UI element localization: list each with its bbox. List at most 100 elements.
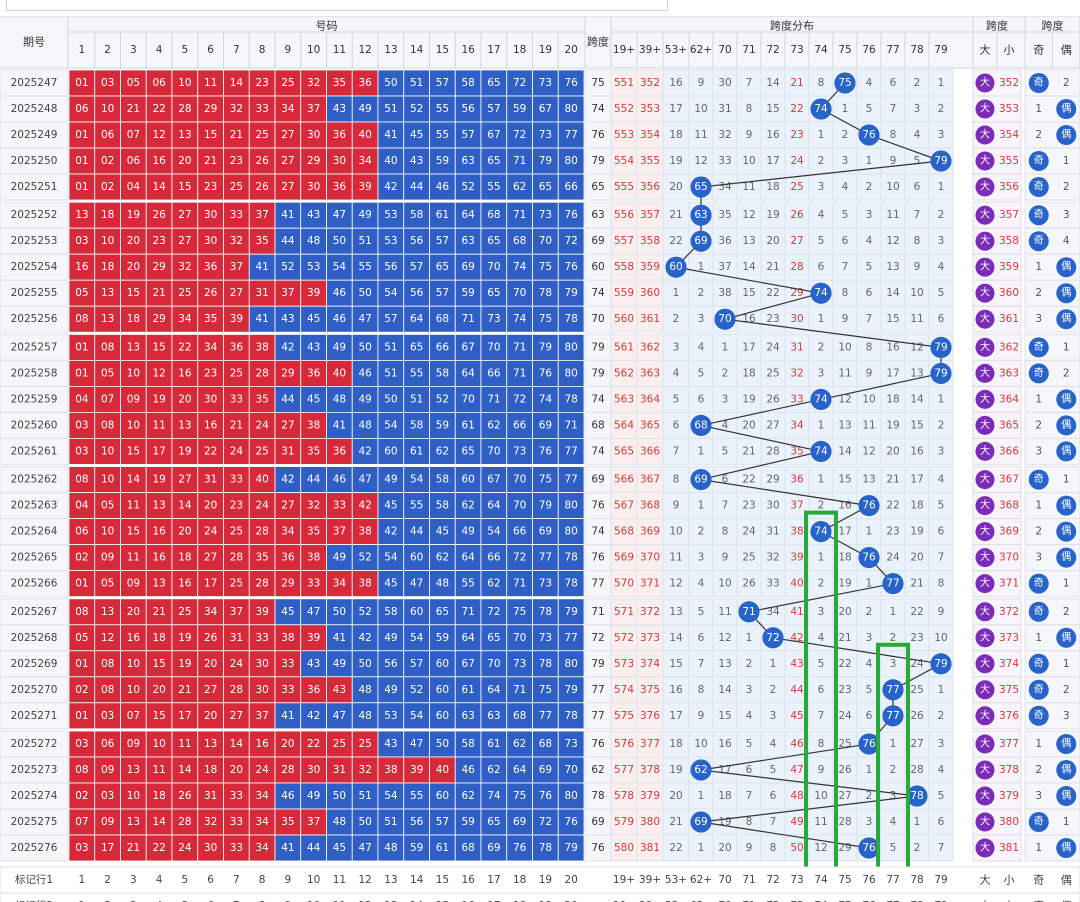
dist-value: 555 (614, 181, 634, 193)
number-value: 13 (101, 287, 114, 299)
dist-cell (688, 437, 714, 465)
number-value: 16 (178, 578, 192, 590)
number-cell (403, 227, 430, 255)
number-value: 07 (75, 816, 88, 828)
number-cell (120, 279, 147, 307)
number-cell (120, 173, 147, 201)
dist-value: 580 (614, 842, 634, 854)
number-value: 77 (564, 445, 577, 457)
span-ball (858, 547, 880, 569)
header-dist-col: 75 (838, 44, 851, 56)
dist-value: 8 (770, 842, 777, 854)
header-even: 偶 (1061, 44, 1072, 57)
dist-value: 576 (614, 738, 634, 750)
number-value: 72 (513, 393, 526, 405)
number-value: 16 (152, 526, 166, 538)
oddeven-ball-label: 偶 (1061, 102, 1071, 115)
number-value: 03 (101, 710, 114, 722)
number-cell (403, 782, 430, 810)
number-value: 37 (230, 606, 243, 618)
number-value: 33 (230, 790, 243, 802)
number-cell (223, 147, 250, 175)
number-value: 30 (204, 393, 217, 405)
number-value: 55 (410, 790, 423, 802)
oddeven-ball-label: 偶 (1061, 763, 1071, 776)
number-cell (223, 834, 250, 862)
number-value: 18 (204, 764, 217, 776)
span-ball (906, 785, 928, 807)
period-cell: 2025254 (11, 261, 58, 273)
number-cell (248, 676, 276, 704)
number-value: 67 (487, 129, 500, 141)
dist-value: 20 (718, 842, 731, 854)
dist-value: 23 (886, 526, 899, 538)
span-ball-value: 70 (718, 313, 731, 325)
table-row: 2025271 01 03 07 15 17 20 27 37 41 42 47 48 53 54 60 63 6… (0, 702, 1080, 730)
number-cell (557, 385, 585, 413)
table-row: 2025263 04 05 11 13 14 20 23 24 27 32 33 42 45 55 58 62 6… (0, 492, 1080, 520)
span-ball (834, 72, 856, 94)
number-cell (300, 305, 327, 333)
footer-row: 标记行1 1 2 3 4 5 6 7 8 9 10 11 12 13 14 15 16 17 18 19 20 19+ 39… (0, 866, 1080, 894)
number-value: 32 (204, 816, 217, 828)
number-value: 65 (410, 341, 423, 353)
oddeven-ball (1056, 495, 1077, 516)
dist-value: 10 (910, 287, 923, 299)
number-value: 59 (436, 155, 449, 167)
number-value: 38 (255, 341, 268, 353)
dist-value: 34 (790, 419, 804, 431)
number-value: 35 (281, 816, 294, 828)
dist-value: 579 (614, 816, 634, 828)
number-value: 16 (152, 155, 166, 167)
dist-value: 24 (838, 710, 852, 722)
dist-value: 19 (838, 578, 851, 590)
number-cell (248, 95, 276, 123)
dist-value: 27 (766, 419, 779, 431)
dist-cell (904, 201, 930, 229)
number-value: 33 (255, 103, 268, 115)
number-cell (120, 598, 147, 626)
number-value: 48 (358, 419, 371, 431)
dist-cell (662, 279, 690, 307)
number-cell (326, 69, 353, 97)
number-cell (557, 411, 585, 439)
dist-value: 6 (698, 632, 705, 644)
dist-cell (688, 385, 714, 413)
dist-value: 353 (640, 103, 660, 115)
footer-num: 12 (358, 874, 371, 886)
number-cell (506, 518, 533, 546)
dist-cell (928, 121, 954, 149)
footer-dist: 75 (838, 900, 851, 902)
dist-value: 12 (669, 578, 682, 590)
big-ball-label: 大 (980, 708, 990, 721)
number-value: 15 (127, 526, 140, 538)
number-value: 69 (487, 842, 500, 854)
number-value: 33 (281, 658, 294, 670)
dist-value: 44 (790, 684, 804, 696)
number-value: 25 (178, 287, 191, 299)
number-value: 61 (461, 684, 474, 696)
oddeven-value: 2 (1063, 181, 1070, 193)
number-value: 55 (487, 181, 500, 193)
number-cell (68, 834, 96, 862)
number-value: 50 (358, 658, 371, 670)
number-value: 58 (461, 77, 474, 89)
dist-value: 3 (698, 313, 705, 325)
number-value: 65 (487, 816, 500, 828)
dist-value: 380 (640, 816, 660, 828)
dist-value: 356 (640, 181, 660, 193)
number-value: 19 (178, 658, 191, 670)
oddeven-ball (1056, 786, 1077, 806)
number-value: 49 (333, 341, 346, 353)
footer-num: 19 (539, 874, 552, 886)
number-cell (145, 544, 173, 571)
big-ball-label: 大 (980, 154, 990, 167)
number-value: 39 (358, 181, 371, 193)
oddeven-value: 1 (1063, 578, 1070, 590)
big-ball-label: 大 (980, 444, 990, 457)
number-value: 09 (101, 552, 114, 564)
dist-value: 12 (862, 445, 875, 457)
dist-value: 21 (838, 632, 851, 644)
number-value: 13 (127, 764, 140, 776)
number-value: 39 (255, 606, 268, 618)
